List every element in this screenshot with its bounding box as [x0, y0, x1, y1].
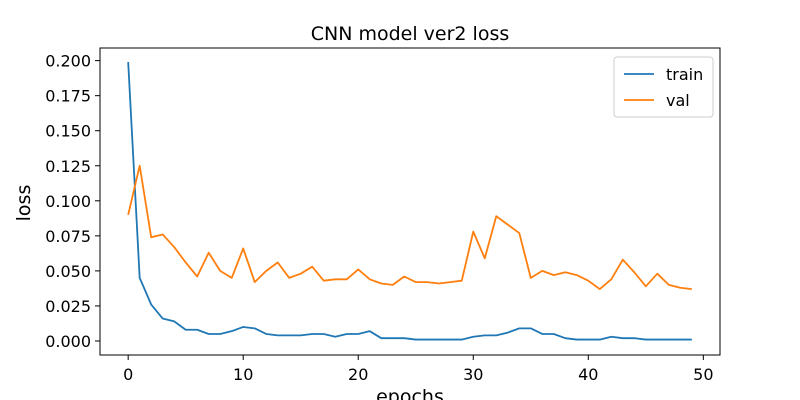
legend: train val — [613, 56, 714, 118]
y-tick-label: 0.175 — [45, 87, 91, 106]
series-line-train — [127, 61, 692, 341]
legend-box — [613, 56, 714, 118]
series-lines — [127, 61, 692, 341]
y-tick-label: 0.125 — [45, 157, 91, 176]
x-tick-label: 40 — [578, 365, 598, 384]
y-axis-ticks: 0.000 0.025 0.050 0.075 0.100 0.125 0.150 0.175… — [45, 52, 100, 351]
x-tick-label: 10 — [233, 365, 253, 384]
x-axis-label: epochs — [376, 386, 444, 400]
y-tick-label: 0.100 — [45, 192, 91, 211]
y-tick-label: 0.200 — [45, 52, 91, 71]
plot-frame — [99, 47, 721, 356]
y-tick-label: 0.050 — [45, 262, 91, 281]
x-tick-label: 20 — [348, 365, 368, 384]
series-line-val — [127, 164, 692, 291]
y-tick-label: 0.075 — [45, 227, 91, 246]
x-tick-label: 50 — [693, 365, 713, 384]
x-tick-label: 30 — [463, 365, 483, 384]
x-axis-ticks: 0 10 20 30 40 50 — [123, 355, 714, 384]
legend-label-train: train — [666, 65, 703, 84]
legend-label-val: val — [666, 91, 690, 110]
y-tick-label: 0.025 — [45, 297, 91, 316]
chart-title: CNN model ver2 loss — [311, 23, 510, 45]
y-axis-label: loss — [13, 185, 35, 222]
y-tick-label: 0.000 — [45, 332, 91, 351]
y-tick-label: 0.150 — [45, 122, 91, 141]
x-tick-label: 0 — [123, 365, 133, 384]
